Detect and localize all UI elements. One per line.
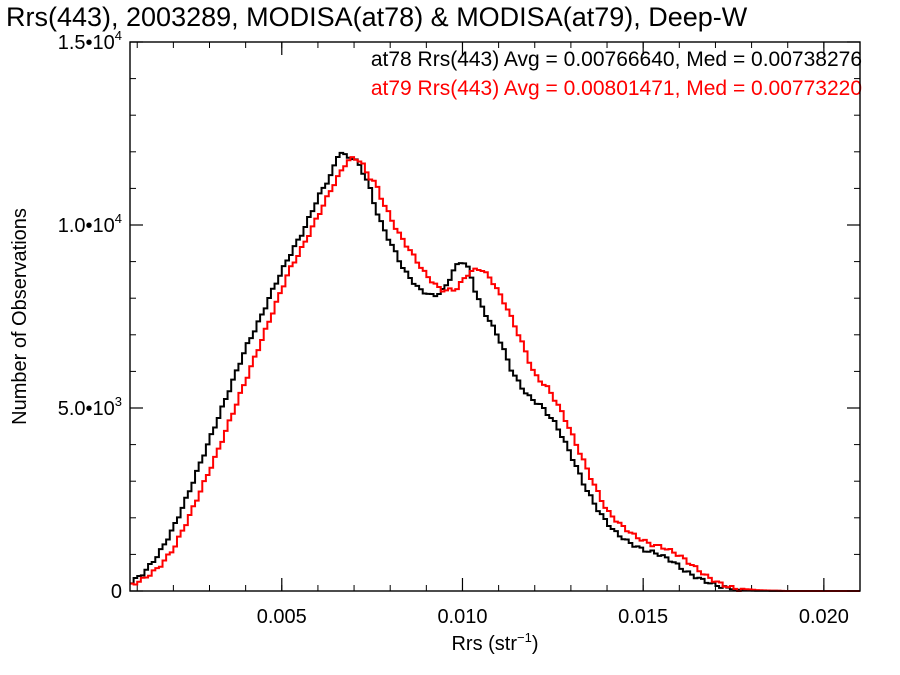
x-axis-label-text: Rrs (str [451, 633, 517, 655]
series-at78-line [130, 151, 860, 592]
chart-title: Rrs(443), 2003289, MODISA(at78) & MODISA… [6, 2, 748, 32]
x-axis-label-sup: −1 [517, 630, 532, 645]
y-tick-mantissa: 0 [111, 581, 122, 603]
series-at79-line [130, 156, 860, 592]
x-tick-labels: 0.005 0.010 0.015 0.020 [257, 606, 849, 628]
series-layer [130, 151, 860, 592]
y-tick-label: 0 [111, 581, 122, 603]
y-tick-mantissa: 5.0•10 [58, 398, 115, 420]
minor-ticks [130, 41, 861, 592]
stats-at78: at78 Rrs(443) Avg = 0.00766640, Med = 0.… [370, 48, 862, 71]
x-tick-label: 0.005 [257, 606, 307, 628]
x-tick-label: 0.010 [437, 606, 487, 628]
y-tick-mantissa: 1.5•10 [58, 32, 115, 54]
x-axis-label-close: ) [532, 633, 539, 655]
y-tick-exponent: 3 [115, 394, 122, 409]
y-tick-exponent: 4 [115, 28, 122, 43]
y-tick-exponent: 4 [115, 211, 122, 226]
y-tick-label: 5.0•103 [58, 394, 122, 420]
y-axis-label: Number of Observations [9, 208, 31, 425]
y-tick-label: 1.5•104 [58, 28, 122, 54]
major-ticks [130, 41, 860, 592]
x-tick-label: 0.015 [618, 606, 668, 628]
plot-frame [129, 41, 861, 592]
x-axis-label: Rrs (str−1) [451, 630, 538, 655]
stats-at79: at79 Rrs(443) Avg = 0.00801471, Med = 0.… [370, 77, 862, 100]
y-tick-label: 1.0•104 [58, 211, 122, 237]
x-tick-label: 0.020 [799, 606, 849, 628]
y-tick-mantissa: 1.0•10 [58, 215, 115, 237]
